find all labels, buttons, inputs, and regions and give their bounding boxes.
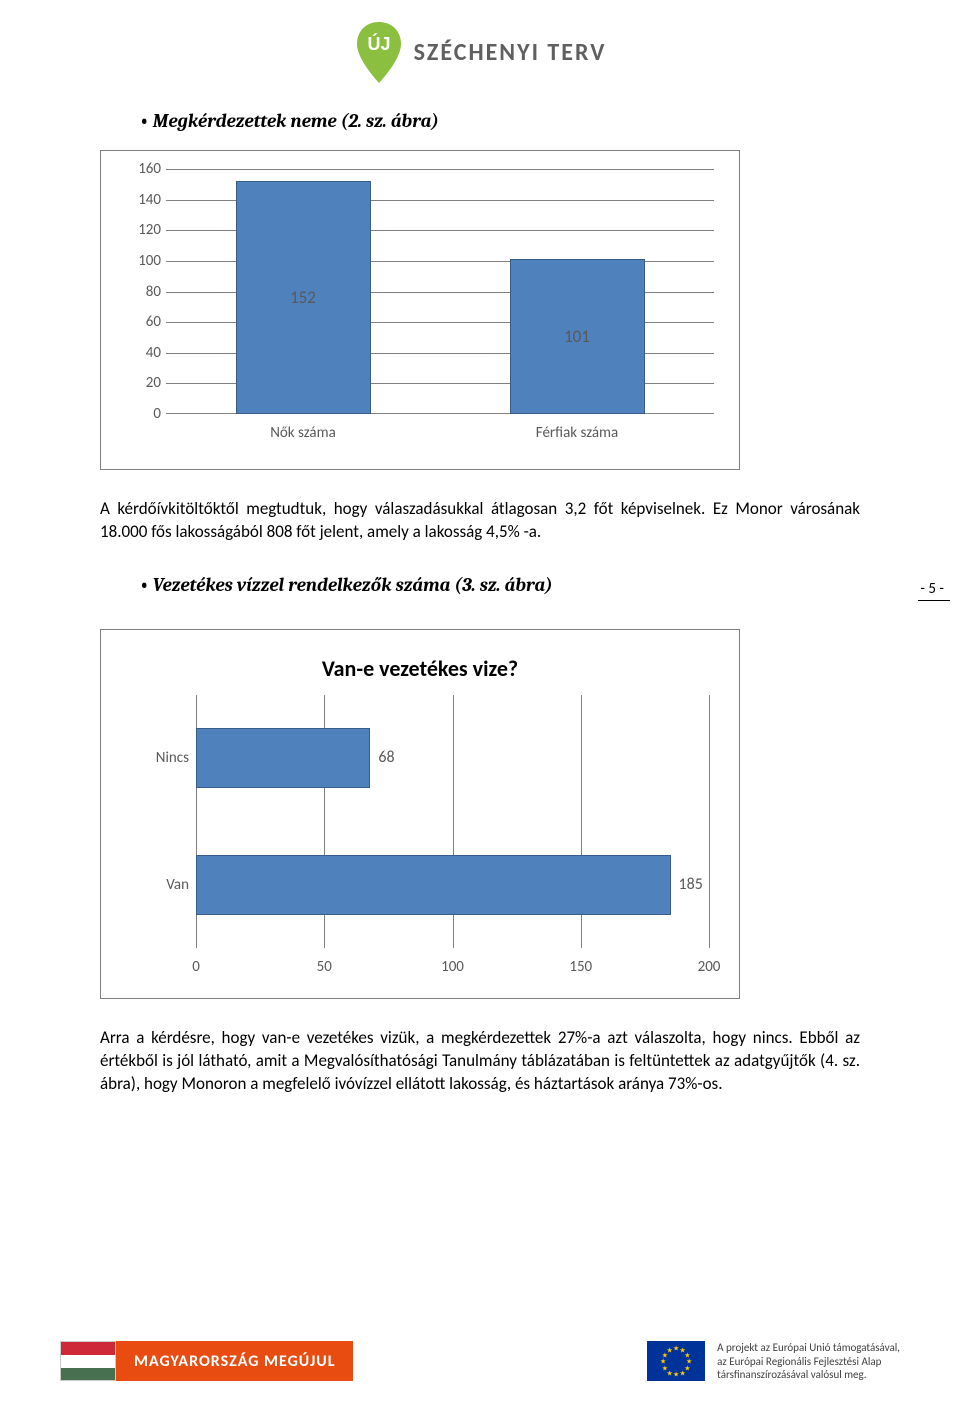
eu-text-line: az Európai Regionális Fejlesztési Alap [717, 1355, 900, 1369]
hungary-flag-icon [60, 1341, 116, 1381]
y-axis-tick: 80 [121, 283, 161, 301]
y-axis-tick: 140 [121, 191, 161, 209]
eu-flag-icon: ★★★★★★★★★★★★ [647, 1341, 705, 1381]
bar-value-label: 101 [564, 326, 590, 347]
x-axis-tick: 0 [192, 958, 200, 976]
x-axis-tick: 150 [569, 958, 592, 976]
header-logo: ÚJ SZÉCHENYI TERV [0, 0, 960, 85]
body-text-2: Arra a kérdésre, hogy van-e vezetékes vi… [100, 1027, 860, 1096]
x-axis-tick: 50 [317, 958, 332, 976]
chart-gender: 0 20 40 60 80 100 120 140 160 152 Nők száma 101 Férf… [100, 150, 740, 470]
logo-pin-icon: ÚJ [354, 20, 404, 85]
x-axis-tick: 200 [698, 958, 721, 976]
section1-heading: Megkérdezettek neme (2. sz. ábra) [140, 110, 860, 132]
megujul-badge: MAGYARORSZÁG MEGÚJUL [116, 1341, 353, 1381]
bar [196, 728, 370, 788]
logo-text-wrap: SZÉCHENYI TERV [414, 38, 607, 67]
svg-text:ÚJ: ÚJ [367, 33, 390, 54]
x-axis-category: Férfiak száma [536, 424, 618, 442]
eu-text-line: társfinanszírozásával valósul meg. [717, 1368, 900, 1382]
y-axis-tick: 20 [121, 374, 161, 392]
eu-text-line: A projekt az Európai Unió támogatásával, [717, 1341, 900, 1355]
footer-right-eu: ★★★★★★★★★★★★ A projekt az Európai Unió t… [647, 1341, 900, 1382]
bar [196, 855, 671, 915]
x-axis-tick: 100 [441, 958, 464, 976]
bar-value-label: 68 [378, 748, 394, 767]
section2-heading: Vezetékes vízzel rendelkezők száma (3. s… [140, 574, 553, 596]
bar-value-label: 152 [290, 287, 316, 308]
y-axis-tick: 160 [121, 160, 161, 178]
page-number: - 5 - [918, 578, 950, 601]
y-axis-tick: 0 [121, 405, 161, 423]
footer-left-badge: MAGYARORSZÁG MEGÚJUL [60, 1341, 353, 1381]
y-axis-tick: 100 [121, 252, 161, 270]
y-axis-tick: 40 [121, 344, 161, 362]
chart-water: Van-e vezetékes vize? 0 50 100 150 200 68 Ninc… [100, 629, 740, 999]
chart-water-title: Van-e vezetékes vize? [121, 645, 719, 682]
body-text-1: A kérdőívkitöltőktől megtudtuk, hogy vál… [100, 498, 860, 544]
y-axis-category: Nincs [141, 749, 189, 767]
page-footer: MAGYARORSZÁG MEGÚJUL ★★★★★★★★★★★★ A proj… [0, 1341, 960, 1382]
bar-value-label: 185 [679, 875, 703, 894]
brand-name: SZÉCHENYI TERV [414, 38, 607, 67]
y-axis-tick: 60 [121, 313, 161, 331]
y-axis-tick: 120 [121, 221, 161, 239]
y-axis-category: Van [141, 876, 189, 894]
eu-funding-text: A projekt az Európai Unió támogatásával,… [717, 1341, 900, 1382]
x-axis-category: Nők száma [270, 424, 336, 442]
